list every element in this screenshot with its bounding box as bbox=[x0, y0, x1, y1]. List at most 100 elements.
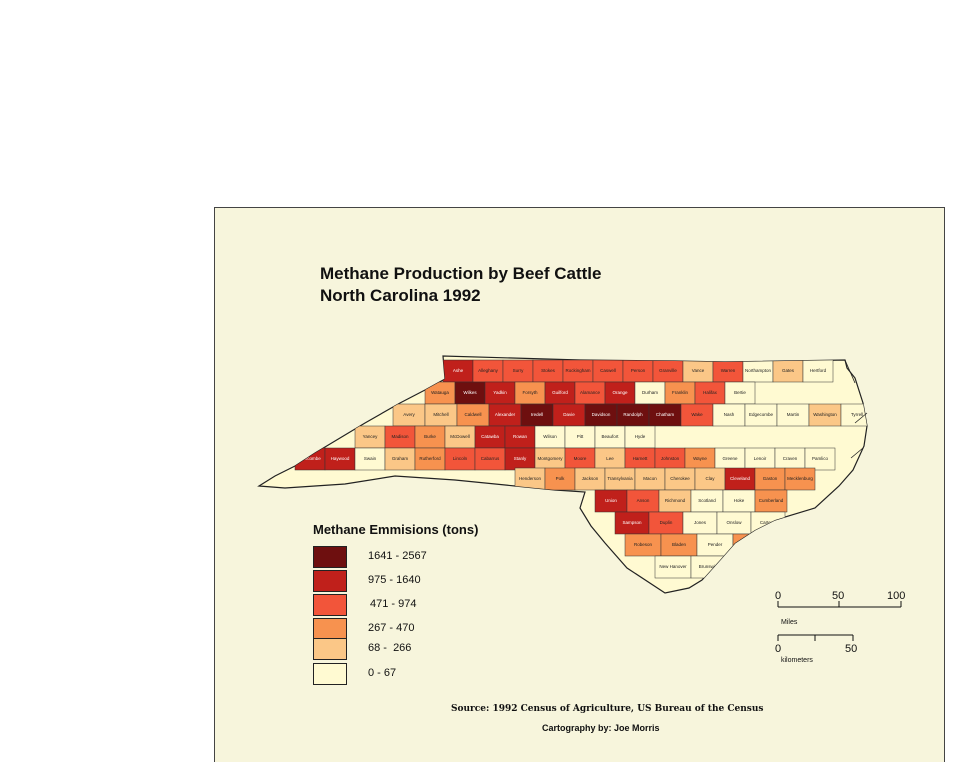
county-label: Vance bbox=[692, 368, 705, 373]
legend-label: 267 - 470 bbox=[368, 622, 415, 634]
county-label: Randolph bbox=[623, 412, 643, 417]
county-label: Rowan bbox=[513, 434, 528, 439]
county-label: Lincoln bbox=[453, 456, 468, 461]
legend-row: 975 - 1640 bbox=[313, 570, 513, 594]
county-label: Pitt bbox=[577, 434, 584, 439]
legend-title: Methane Emmisions (tons) bbox=[313, 522, 479, 537]
map-title-line1: Methane Production by Beef Cattle bbox=[320, 264, 602, 283]
county-label: Alleghany bbox=[478, 368, 499, 373]
county-label: Anson bbox=[637, 498, 650, 503]
county-label: Lee bbox=[606, 456, 614, 461]
county-label: Yancey bbox=[363, 434, 378, 439]
km-tick-0: 0 bbox=[775, 643, 781, 655]
county-label: Iredell bbox=[531, 412, 543, 417]
county-label: Cherokee bbox=[670, 476, 690, 481]
county-label: Rockingham bbox=[565, 368, 590, 373]
county-label: Wayne bbox=[693, 456, 707, 461]
county-label: Tyrrell bbox=[851, 412, 863, 417]
county-label: Bladen bbox=[672, 542, 687, 547]
county-label: New Hanover bbox=[659, 564, 687, 569]
county-label: Edgecombe bbox=[749, 412, 774, 417]
county-label: Chatham bbox=[656, 412, 675, 417]
legend-swatch bbox=[313, 570, 347, 592]
miles-scale-bar: 0 50 100 Miles bbox=[775, 590, 905, 626]
county-label: Duplin bbox=[660, 520, 673, 525]
county-label: Jackson bbox=[582, 476, 599, 481]
county-label: Gates bbox=[782, 368, 795, 373]
county-label: Cabarrus bbox=[481, 456, 500, 461]
county-label: Surry bbox=[513, 368, 525, 373]
county-label: Robeson bbox=[634, 542, 653, 547]
county-label: Caldwell bbox=[464, 412, 481, 417]
county-label: Hyde bbox=[635, 434, 646, 439]
county-label: McDowell bbox=[450, 434, 470, 439]
county-label: Hertford bbox=[810, 368, 827, 373]
county-label: Mitchell bbox=[433, 412, 448, 417]
miles-tick-100: 100 bbox=[887, 590, 905, 602]
coast-sound-lines bbox=[844, 359, 868, 459]
county-label: Forsyth bbox=[522, 390, 538, 395]
county-label: Wilson bbox=[543, 434, 557, 439]
county-label: Martin bbox=[787, 412, 800, 417]
county-label: Madison bbox=[391, 434, 409, 439]
source-note: Source: 1992 Census of Agriculture, US B… bbox=[451, 704, 764, 714]
county-label: Dare bbox=[884, 412, 894, 417]
state-map: Ashe Alleghany Surry Stokes Rockingham Caswel… bbox=[257, 355, 905, 664]
county-label: Graham bbox=[392, 456, 409, 461]
county-label: Pamlico bbox=[812, 456, 829, 461]
county-label: Alamance bbox=[580, 390, 601, 395]
county-label: Montgomery bbox=[537, 456, 563, 461]
legend-label: 0 - 67 bbox=[368, 667, 397, 679]
county-tyrrell bbox=[840, 403, 867, 427]
legend-swatch bbox=[313, 618, 347, 640]
county-label: Watauga bbox=[431, 390, 449, 395]
county-label: Cumberland bbox=[759, 498, 784, 503]
county-label: Johnston bbox=[661, 456, 680, 461]
legend-row: 267 - 470 bbox=[313, 618, 513, 642]
legend-swatch bbox=[313, 663, 347, 685]
county-label: Mecklenburg bbox=[787, 476, 813, 481]
kilometers-scale-bar: 0 50 kilometers bbox=[775, 634, 857, 664]
county-label: Columbus bbox=[741, 542, 762, 547]
county-label: Swain bbox=[364, 456, 377, 461]
miles-tick-50: 50 bbox=[832, 590, 844, 602]
county-layer: Ashe Alleghany Surry Stokes Rockingham Caswel… bbox=[294, 359, 905, 579]
legend-label: 68 - 266 bbox=[368, 642, 412, 654]
county-pamlico bbox=[804, 447, 836, 471]
county-label: Northampton bbox=[745, 368, 772, 373]
county-label: Burke bbox=[424, 434, 436, 439]
county-label: Scotland bbox=[698, 498, 716, 503]
county-label: Clay bbox=[705, 476, 715, 481]
county-label: Durham bbox=[642, 390, 658, 395]
county-label: Nash bbox=[724, 412, 735, 417]
county-label: Richmond bbox=[665, 498, 686, 503]
county-label: Yadkin bbox=[493, 390, 507, 395]
county-mecklenburg bbox=[784, 467, 816, 491]
county-label: Pender bbox=[708, 542, 723, 547]
county-label: Gaston bbox=[763, 476, 778, 481]
county-columbus bbox=[732, 533, 770, 557]
legend-swatch bbox=[313, 546, 347, 568]
county-label: Avery bbox=[403, 412, 415, 417]
legend-row: 68 - 266 bbox=[313, 638, 513, 662]
map-frame: Methane Production by Beef Cattle North … bbox=[214, 207, 945, 762]
county-label: Polk bbox=[556, 476, 566, 481]
county-label: Macon bbox=[643, 476, 657, 481]
county-label: Craven bbox=[783, 456, 798, 461]
county-label: Orange bbox=[612, 390, 628, 395]
km-tick-50: 50 bbox=[845, 643, 857, 655]
county-label: Wake bbox=[691, 412, 703, 417]
county-label: Carteret bbox=[760, 520, 777, 525]
miles-unit-label: Miles bbox=[781, 619, 798, 626]
county-label: Beaufort bbox=[601, 434, 619, 439]
county-label: Caswell bbox=[600, 368, 616, 373]
miles-tick-0: 0 bbox=[775, 590, 781, 602]
county-dare bbox=[873, 404, 905, 426]
county-label: Jones bbox=[694, 520, 707, 525]
county-label: Ashe bbox=[453, 368, 464, 373]
legend-swatch bbox=[313, 638, 347, 660]
map-title: Methane Production by Beef Cattle North … bbox=[320, 263, 601, 307]
county-label: Greene bbox=[722, 456, 738, 461]
county-label: Guilford bbox=[552, 390, 568, 395]
county-label: Stokes bbox=[541, 368, 556, 373]
